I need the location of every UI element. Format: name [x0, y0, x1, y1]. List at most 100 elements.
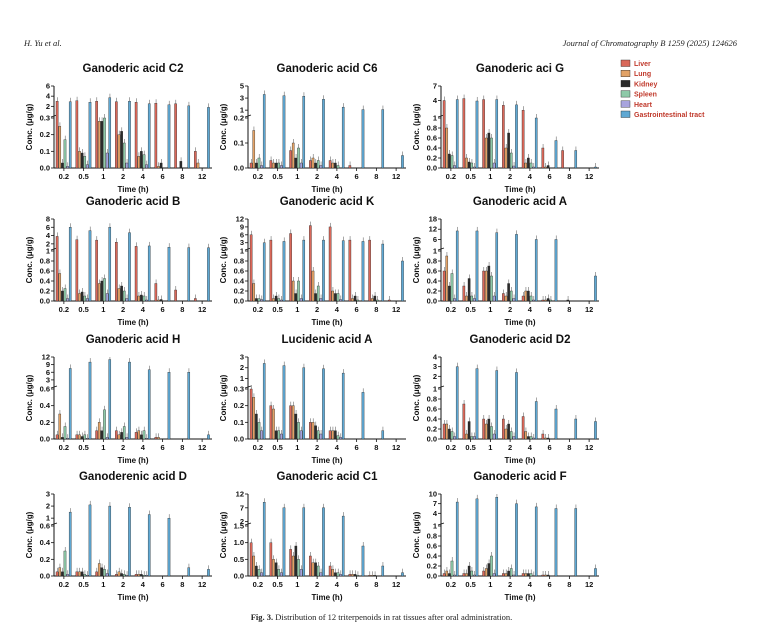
y-tick-label: 0.0 [40, 164, 50, 173]
bar-liver [368, 239, 371, 302]
x-tick-label: 1 [295, 172, 299, 181]
bar-gastrointestinal-tract [128, 232, 131, 302]
bar-gastrointestinal-tract [554, 408, 558, 440]
y-tick-label: 1.5 [234, 522, 244, 531]
x-axis-label: Time (h) [505, 456, 536, 465]
bar-liver [462, 98, 466, 169]
bar-kidney [373, 575, 377, 577]
bar-spleen [297, 422, 300, 440]
x-tick-label: 0.2 [446, 172, 456, 181]
x-tick-label: 1 [101, 580, 105, 589]
bar-lung [351, 298, 354, 302]
y-tick-label: 0.2 [427, 562, 437, 571]
bar-kidney [334, 572, 337, 577]
bar-spleen [257, 157, 261, 169]
bar-liver [115, 574, 118, 577]
bar-gastrointestinal-tract [455, 230, 459, 302]
bar-heart [339, 574, 342, 577]
bar-heart [260, 165, 263, 169]
bar-lung [445, 423, 449, 440]
y-axis-label: Conc. (μg/g) [25, 236, 34, 283]
bar-gastrointestinal-tract [495, 99, 499, 169]
bar-gastrointestinal-tract [534, 239, 538, 302]
caption-label: Fig. 3. [250, 612, 274, 622]
bar-heart [125, 437, 129, 440]
bar-liver [482, 270, 485, 302]
bar-gastrointestinal-tract [534, 401, 538, 440]
bar-spleen [277, 162, 281, 169]
bar-spleen [509, 152, 513, 169]
bar-spleen [470, 295, 474, 302]
y-tick-label: 4 [46, 231, 51, 240]
bar-kidney [294, 293, 298, 302]
x-tick-label: 0.2 [59, 580, 69, 589]
bar-gastrointestinal-tract [147, 245, 151, 302]
bar-kidney [255, 413, 258, 440]
y-tick-label: 0.0 [427, 435, 437, 444]
bar-lung [351, 574, 354, 577]
bar-spleen [316, 430, 320, 440]
bar-kidney [546, 574, 550, 577]
chart-ganoderic-acid-d2: Ganoderic acid D20.00.20.40.60.81234Conc… [412, 334, 599, 465]
x-tick-label: 0.2 [59, 172, 69, 181]
bar-lung [291, 405, 295, 440]
running-header-journal: Journal of Chromatography B 1259 (2025) … [562, 38, 737, 48]
bar-heart [86, 298, 89, 302]
bar-kidney [120, 285, 123, 302]
bar-kidney [487, 418, 491, 440]
x-tick-label: 6 [161, 172, 165, 181]
bar-kidney [120, 131, 123, 169]
bar-liver [249, 234, 253, 302]
x-tick-label: 1 [295, 580, 299, 589]
bar-gastrointestinal-tract [455, 501, 459, 577]
x-tick-label: 6 [548, 443, 552, 452]
bar-spleen [103, 117, 106, 169]
bar-lung [117, 288, 121, 302]
bar-spleen [316, 285, 320, 302]
caption-text: Distribution of 12 triterpenoids in rat … [273, 612, 513, 622]
bar-kidney [274, 430, 278, 440]
bar-lung [272, 408, 275, 440]
axis-break-mark [244, 385, 252, 389]
chart-title: Ganoderic acid A [473, 196, 567, 208]
bar-kidney [373, 295, 377, 302]
bar-gastrointestinal-tract [401, 260, 404, 302]
x-tick-label: 1 [488, 443, 492, 452]
bar-lung [445, 127, 449, 169]
bar-lung [484, 270, 488, 302]
y-tick-label: 0.8 [427, 257, 437, 266]
bar-spleen [122, 426, 126, 440]
x-tick-label: 2 [508, 580, 512, 589]
x-tick-label: 0.5 [272, 172, 282, 181]
x-tick-label: 0.2 [59, 305, 69, 314]
y-tick-label: 3 [240, 353, 244, 362]
bar-heart [492, 295, 496, 302]
x-tick-label: 2 [121, 172, 125, 181]
bar-gastrointestinal-tract [302, 507, 306, 577]
y-tick-label: 0.2 [40, 130, 50, 139]
bar-lung [137, 295, 141, 302]
bar-lung [291, 555, 295, 577]
bar-liver [249, 162, 253, 169]
y-tick-label: 0.4 [40, 401, 51, 410]
bar-spleen [336, 435, 340, 440]
bar-heart [105, 293, 109, 302]
bar-lung [544, 166, 547, 169]
bar-liver [442, 270, 446, 302]
bar-liver [328, 430, 332, 440]
bar-spleen [297, 559, 300, 577]
bar-gastrointestinal-tract [594, 568, 597, 577]
bar-gastrointestinal-tract [401, 572, 404, 577]
x-tick-label: 12 [585, 172, 593, 181]
y-axis-label: Conc. (μg/g) [25, 374, 34, 421]
bar-heart [453, 436, 456, 440]
y-tick-label: 0.2 [427, 425, 437, 434]
x-tick-label: 8 [567, 305, 571, 314]
bar-gastrointestinal-tract [207, 434, 210, 440]
bar-spleen [103, 569, 106, 577]
bar-gastrointestinal-tract [515, 234, 518, 302]
bar-liver [309, 225, 312, 302]
bar-spleen [122, 574, 126, 577]
bar-spleen [277, 430, 281, 440]
